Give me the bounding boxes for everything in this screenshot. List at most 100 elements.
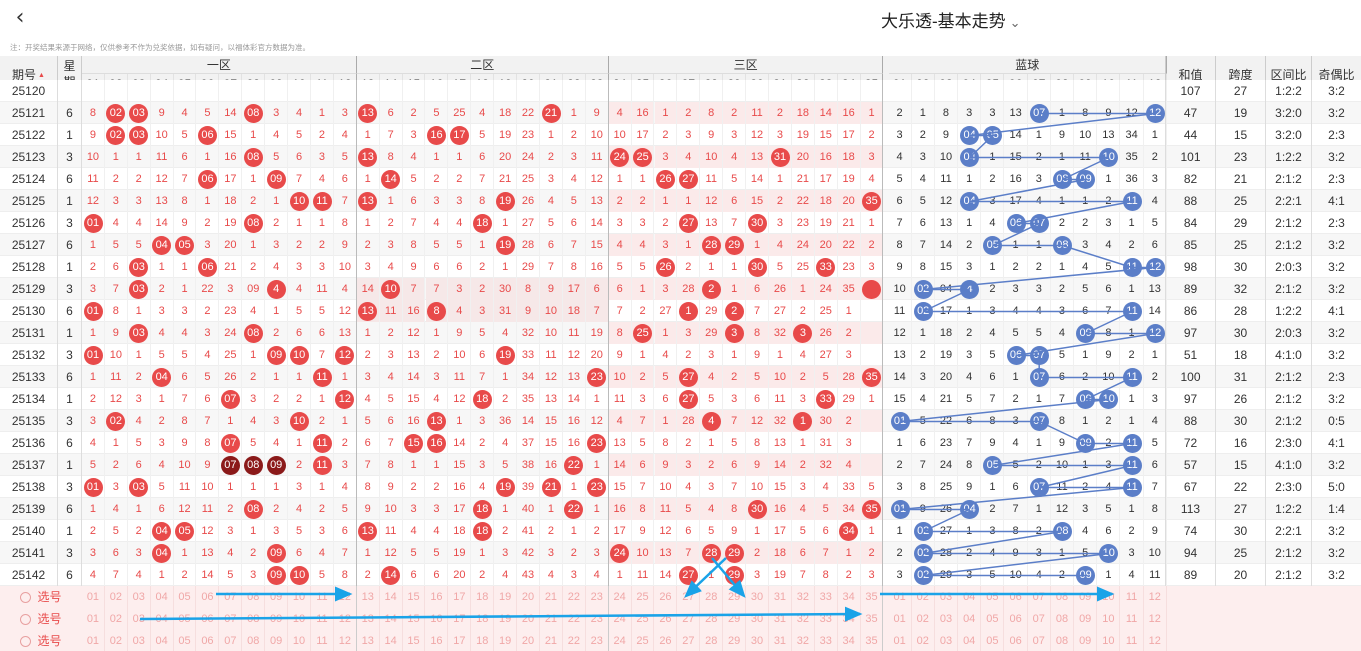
select-red-number[interactable]: 04	[151, 630, 174, 651]
select-red-number[interactable]: 10	[288, 586, 311, 608]
select-red-number[interactable]: 06	[197, 630, 220, 651]
select-red-number[interactable]: 13	[357, 630, 380, 651]
select-red-number[interactable]: 35	[861, 630, 884, 651]
select-red-number[interactable]: 12	[334, 630, 357, 651]
select-red-number[interactable]: 27	[677, 608, 701, 630]
select-label[interactable]: 选号	[0, 586, 82, 608]
select-blue-number[interactable]: 07	[1028, 586, 1051, 608]
select-red-number[interactable]: 34	[838, 630, 861, 651]
select-red-number[interactable]: 29	[723, 630, 747, 651]
select-red-number[interactable]: 22	[563, 586, 586, 608]
page-title-dropdown[interactable]: 大乐透-基本走势 ⌄	[881, 7, 1021, 32]
select-blue-number[interactable]: 02	[912, 608, 935, 630]
select-red-number[interactable]: 13	[357, 608, 380, 630]
select-red-number[interactable]: 33	[815, 586, 838, 608]
select-red-number[interactable]: 09	[265, 630, 289, 651]
select-red-number[interactable]: 17	[448, 630, 472, 651]
select-red-number[interactable]: 27	[677, 630, 701, 651]
select-red-number[interactable]: 34	[838, 586, 861, 608]
select-red-number[interactable]: 14	[380, 586, 403, 608]
select-red-number[interactable]: 09	[265, 586, 289, 608]
select-red-number[interactable]: 26	[655, 608, 678, 630]
select-red-number[interactable]: 01	[82, 608, 105, 630]
select-blue-number[interactable]: 01	[889, 608, 912, 630]
select-blue-number[interactable]: 05	[981, 608, 1005, 630]
select-red-number[interactable]: 14	[380, 630, 403, 651]
select-red-number[interactable]: 11	[311, 630, 334, 651]
select-red-number[interactable]: 30	[746, 608, 769, 630]
select-blue-number[interactable]: 07	[1028, 630, 1051, 651]
select-blue-number[interactable]: 03	[935, 586, 959, 608]
select-red-number[interactable]: 08	[242, 586, 266, 608]
select-blue-number[interactable]: 06	[1005, 608, 1028, 630]
select-red-number[interactable]: 30	[746, 630, 769, 651]
select-blue-number[interactable]: 10	[1097, 630, 1121, 651]
select-red-number[interactable]: 02	[105, 586, 128, 608]
select-red-number[interactable]: 31	[769, 608, 792, 630]
select-label[interactable]: 选号	[0, 630, 82, 651]
select-blue-number[interactable]: 11	[1121, 608, 1144, 630]
select-red-number[interactable]: 03	[128, 608, 151, 630]
select-red-number[interactable]: 25	[632, 630, 655, 651]
select-label[interactable]: 选号	[0, 608, 82, 630]
select-blue-number[interactable]: 09	[1074, 608, 1098, 630]
select-blue-number[interactable]: 05	[981, 630, 1005, 651]
select-red-number[interactable]: 21	[540, 586, 563, 608]
select-blue-number[interactable]: 08	[1051, 608, 1075, 630]
select-blue-number[interactable]: 10	[1097, 586, 1121, 608]
select-blue-number[interactable]: 04	[958, 586, 982, 608]
select-red-number[interactable]: 32	[792, 630, 815, 651]
select-red-number[interactable]: 34	[838, 608, 861, 630]
select-red-number[interactable]: 01	[82, 586, 105, 608]
select-red-number[interactable]: 12	[334, 608, 357, 630]
select-blue-number[interactable]: 03	[935, 608, 959, 630]
select-red-number[interactable]: 24	[609, 608, 632, 630]
select-red-number[interactable]: 02	[105, 608, 128, 630]
select-red-number[interactable]: 19	[494, 586, 518, 608]
select-red-number[interactable]: 17	[448, 586, 472, 608]
select-red-number[interactable]: 28	[700, 630, 724, 651]
select-red-number[interactable]: 23	[586, 608, 609, 630]
select-red-number[interactable]: 30	[746, 586, 769, 608]
select-red-number[interactable]: 24	[609, 586, 632, 608]
select-red-number[interactable]: 20	[517, 608, 540, 630]
select-red-number[interactable]: 29	[723, 586, 747, 608]
select-blue-number[interactable]: 02	[912, 586, 935, 608]
select-red-number[interactable]: 19	[494, 630, 518, 651]
select-red-number[interactable]: 31	[769, 586, 792, 608]
select-red-number[interactable]: 07	[219, 586, 243, 608]
select-red-number[interactable]: 05	[174, 630, 197, 651]
select-red-number[interactable]: 15	[403, 586, 426, 608]
select-red-number[interactable]: 07	[219, 630, 243, 651]
select-blue-number[interactable]: 08	[1051, 586, 1075, 608]
select-red-number[interactable]: 28	[700, 586, 724, 608]
select-red-number[interactable]: 33	[815, 630, 838, 651]
select-red-number[interactable]: 08	[242, 608, 266, 630]
select-red-number[interactable]: 25	[632, 608, 655, 630]
select-red-number[interactable]: 17	[448, 608, 472, 630]
select-blue-number[interactable]: 08	[1051, 630, 1075, 651]
select-blue-number[interactable]: 02	[912, 630, 935, 651]
select-red-number[interactable]: 05	[174, 608, 197, 630]
select-red-number[interactable]: 06	[197, 586, 220, 608]
select-red-number[interactable]: 08	[242, 630, 266, 651]
select-red-number[interactable]: 26	[655, 586, 678, 608]
select-blue-number[interactable]: 01	[889, 586, 912, 608]
select-blue-number[interactable]: 07	[1028, 608, 1051, 630]
select-red-number[interactable]: 05	[174, 586, 197, 608]
select-red-number[interactable]: 23	[586, 586, 609, 608]
select-red-number[interactable]: 06	[197, 608, 220, 630]
select-blue-number[interactable]: 12	[1144, 608, 1167, 630]
select-blue-number[interactable]: 09	[1074, 586, 1098, 608]
select-red-number[interactable]: 15	[403, 630, 426, 651]
select-red-number[interactable]: 01	[82, 630, 105, 651]
select-red-number[interactable]: 10	[288, 608, 311, 630]
select-red-number[interactable]: 29	[723, 608, 747, 630]
select-blue-number[interactable]: 03	[935, 630, 959, 651]
select-blue-number[interactable]: 06	[1005, 630, 1028, 651]
select-blue-number[interactable]: 10	[1097, 608, 1121, 630]
select-red-number[interactable]: 32	[792, 608, 815, 630]
select-red-number[interactable]: 18	[471, 630, 495, 651]
select-red-number[interactable]: 14	[380, 608, 403, 630]
select-red-number[interactable]: 16	[426, 630, 449, 651]
